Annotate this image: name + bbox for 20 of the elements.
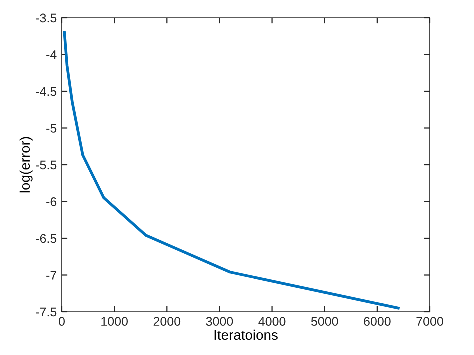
x-tick-label: 6000 [364,317,391,326]
x-tick-label: 4000 [258,317,286,326]
y-tick-label: -6.5 [36,234,57,244]
x-tick-label: 7000 [416,317,444,326]
x-tick-label: 2000 [154,317,181,326]
x-axis-title: Iteratoions [214,330,278,340]
y-tick-label: -6 [46,198,57,206]
y-tick-label: -7 [46,271,57,280]
line-series [63,31,400,310]
x-tick-label: 3000 [206,317,234,326]
x-tick-label: 5000 [311,317,338,326]
x-tick-label: 0 [59,317,65,326]
y-tick-label: -4.5 [36,87,57,96]
x-tick-label: 1000 [102,317,128,326]
y-tick-label: -3.5 [36,14,57,23]
y-tick-label: -7.5 [36,308,57,317]
y-tick-label: -4 [46,50,57,60]
y-tick-label: -5 [46,124,57,133]
y-tick-label: -5.5 [36,160,57,170]
y-axis-title: log(error) [20,137,33,193]
